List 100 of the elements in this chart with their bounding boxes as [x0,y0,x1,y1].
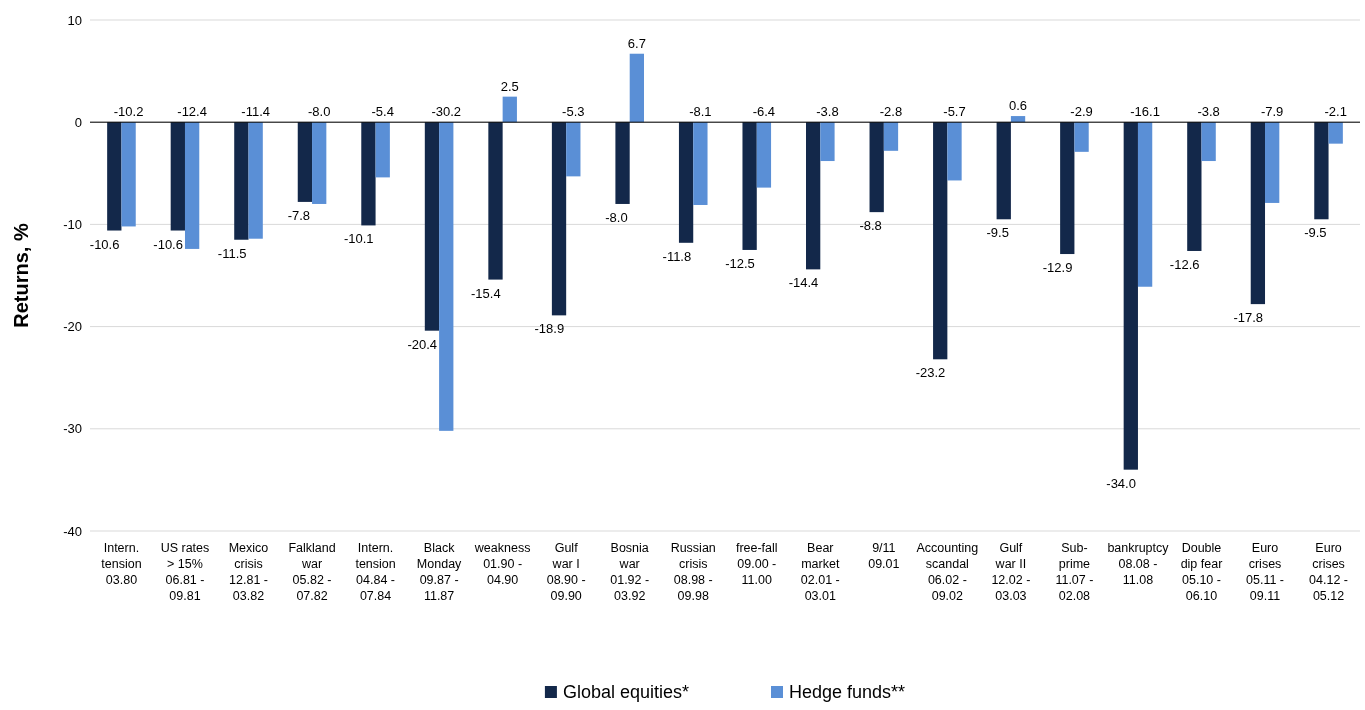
bar [756,122,772,188]
bar [1250,122,1266,305]
x-tick-label: Sub- prime 11.07 - 02.08 [1055,541,1094,603]
x-tick-label: Mexico crisis 12.81 - 03.82 [228,541,269,603]
data-label: -2.9 [1070,104,1093,120]
bar [1201,122,1216,162]
data-label: -3.8 [1197,104,1220,120]
data-label: 0.6 [1009,98,1028,114]
y-tick-label: 0 [74,114,82,130]
y-tick-label: 10 [67,12,82,28]
bar [996,122,1011,220]
bar [234,122,249,240]
bar [488,122,503,280]
bar [1123,122,1138,470]
bar [869,122,884,213]
bar [742,122,757,250]
bar [883,122,899,151]
data-label: -5.7 [943,104,966,120]
data-label: -8.8 [859,218,882,234]
x-tick-label: bankruptcy 08.08 - 11.08 [1107,541,1170,587]
x-tick-label: Gulf war I 08.90 - 09.90 [546,541,586,603]
bar [820,122,835,162]
x-tick-label: Falkland war 05.82 - 07.82 [288,541,336,603]
y-axis-title: Returns, % [10,223,32,328]
data-label: -9.5 [1304,225,1327,241]
bar [121,122,136,227]
bar [693,122,708,205]
bar [933,122,948,360]
bar [1060,122,1075,255]
data-label: -12.6 [1169,256,1200,272]
bar [615,122,630,204]
data-label: -10.1 [343,231,374,247]
data-label: -12.9 [1042,260,1073,276]
bar [439,122,454,431]
data-label: -8.0 [307,104,331,120]
bar [678,122,694,243]
data-label: -10.6 [89,236,120,252]
data-label: -5.3 [562,104,585,120]
data-label: -17.8 [1233,310,1264,326]
data-label: -11.4 [241,104,270,120]
bar [1187,122,1202,251]
x-tick-label: Intern. tension 03.80 [101,541,142,587]
bar [1265,122,1280,203]
data-label: -34.0 [1106,475,1136,491]
legend-label: Hedge funds** [789,682,906,702]
bar [806,122,821,270]
x-tick-label: Euro crises 05.11 - 09.11 [1246,541,1285,603]
data-label: -5.4 [371,104,394,120]
bar [1328,122,1343,144]
data-label: -7.8 [287,207,311,223]
bar [361,122,376,226]
x-tick-label: Black Monday 09.87 - 11.87 [416,541,463,603]
data-label: -6.4 [752,104,776,120]
x-tick-label: 9/11 09.01 [868,541,900,571]
x-tick-label: US rates > 15% 06.81 - 09.81 [160,541,210,603]
data-label: -18.9 [534,321,565,337]
data-label: -11.5 [217,245,247,261]
data-label: -10.2 [113,104,144,120]
bar [248,122,263,239]
bar [502,96,517,123]
y-tick-label: -40 [63,523,82,539]
data-label: 2.5 [500,78,519,94]
y-tick-label: -10 [63,217,82,233]
bar [424,122,440,331]
x-tick-label: Accounting scandal 06.02 - 09.02 [916,541,979,603]
x-tick-label: Gulf war II 12.02 - 03.03 [991,541,1031,603]
data-label: -10.6 [153,236,183,252]
bar [1074,122,1089,152]
x-tick-label: free-fall 09.00 - 11.00 [735,541,778,587]
bar [566,122,581,177]
bar [1137,122,1153,287]
bar [1010,116,1026,123]
data-label: -12.4 [177,104,207,120]
data-label: -9.5 [986,225,1009,241]
x-tick-label: Intern. tension 04.84 - 07.84 [355,541,396,603]
x-tick-label: Bosnia war 01.92 - 03.92 [610,541,650,603]
data-label: -8.1 [689,104,712,120]
data-label: -20.4 [407,336,438,352]
bar [947,122,962,181]
bar [375,122,390,178]
bar [1314,122,1329,220]
x-tick-label: Russian crisis 08.98 - 09.98 [670,541,716,603]
data-label: -30.2 [431,104,462,120]
y-tick-label: -30 [63,421,82,437]
data-label: -16.1 [1130,104,1160,120]
data-label: -11.8 [662,248,692,264]
y-tick-label: -20 [63,319,82,335]
bar [551,122,567,316]
x-tick-label: weakness 01.90 - 04.90 [473,541,531,587]
bar [297,122,313,202]
data-label: -2.1 [1324,104,1347,120]
data-label: 6.7 [627,35,646,51]
data-label: -7.9 [1260,104,1284,120]
data-label: -23.2 [915,365,946,381]
data-label: -14.4 [788,275,819,291]
bar [629,53,644,123]
data-label: -15.4 [471,285,501,301]
bar [170,122,185,231]
bar [312,122,327,204]
x-tick-label: Euro crises 04.12 - 05.12 [1309,541,1349,603]
